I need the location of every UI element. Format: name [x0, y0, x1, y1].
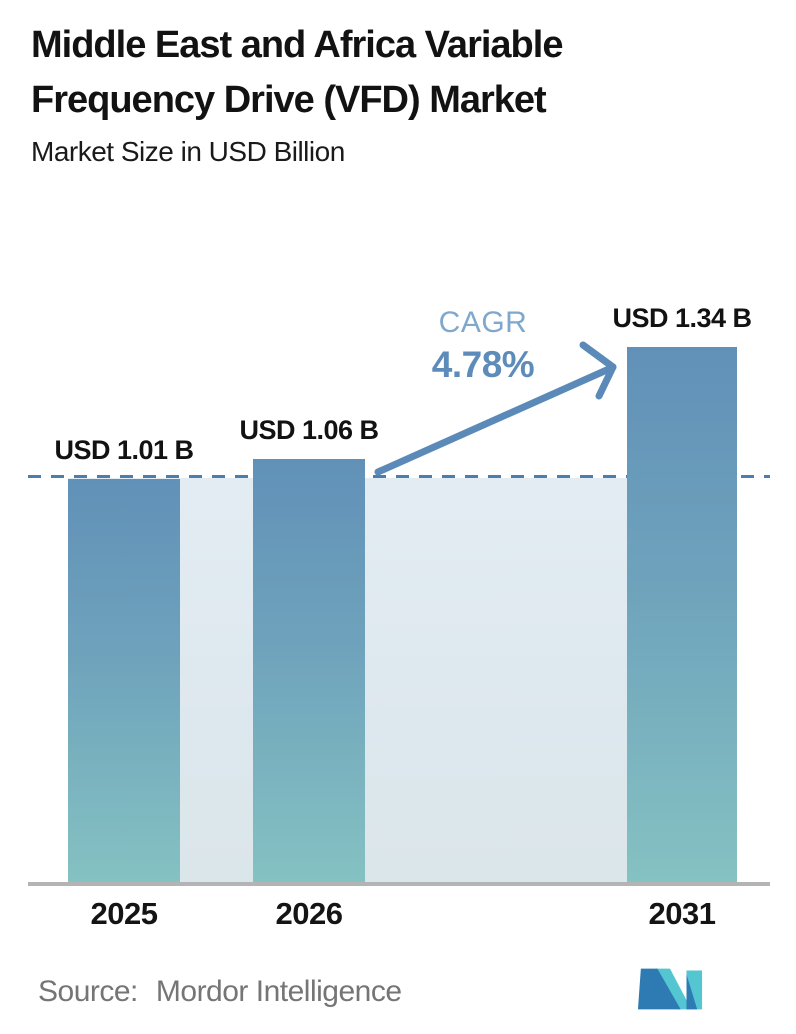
bar-2026 [253, 459, 365, 884]
bar-group-2025: USD 1.01 B [54, 435, 194, 884]
bar-group-2031: USD 1.34 B [612, 303, 752, 884]
mordor-intelligence-logo-icon [637, 968, 703, 1010]
source-row: Source: Mordor Intelligence [38, 975, 402, 1009]
x-axis-baseline [28, 882, 770, 886]
x-tick-2026: 2026 [275, 896, 343, 931]
chart-subtitle: Market Size in USD Billion [31, 136, 345, 167]
cagr-annotation: CAGR 4.78% [398, 306, 568, 386]
bar-2025 [68, 479, 180, 884]
bar-value-label: USD 1.34 B [612, 303, 752, 333]
reference-dashed-line [28, 475, 770, 478]
source-name: Mordor Intelligence [155, 975, 402, 1008]
x-tick-2031: 2031 [648, 896, 716, 931]
x-tick-2025: 2025 [90, 896, 158, 931]
cagr-value: 4.78% [431, 344, 535, 385]
bar-value-label: USD 1.01 B [54, 435, 194, 465]
source-label: Source: [38, 975, 138, 1008]
cagr-label: CAGR [438, 306, 528, 339]
bar-value-label: USD 1.06 B [239, 415, 379, 445]
chart-title: Middle East and Africa Variable Frequenc… [31, 24, 563, 121]
bar-2031 [627, 347, 737, 884]
bar-group-2026: USD 1.06 B [239, 415, 379, 884]
